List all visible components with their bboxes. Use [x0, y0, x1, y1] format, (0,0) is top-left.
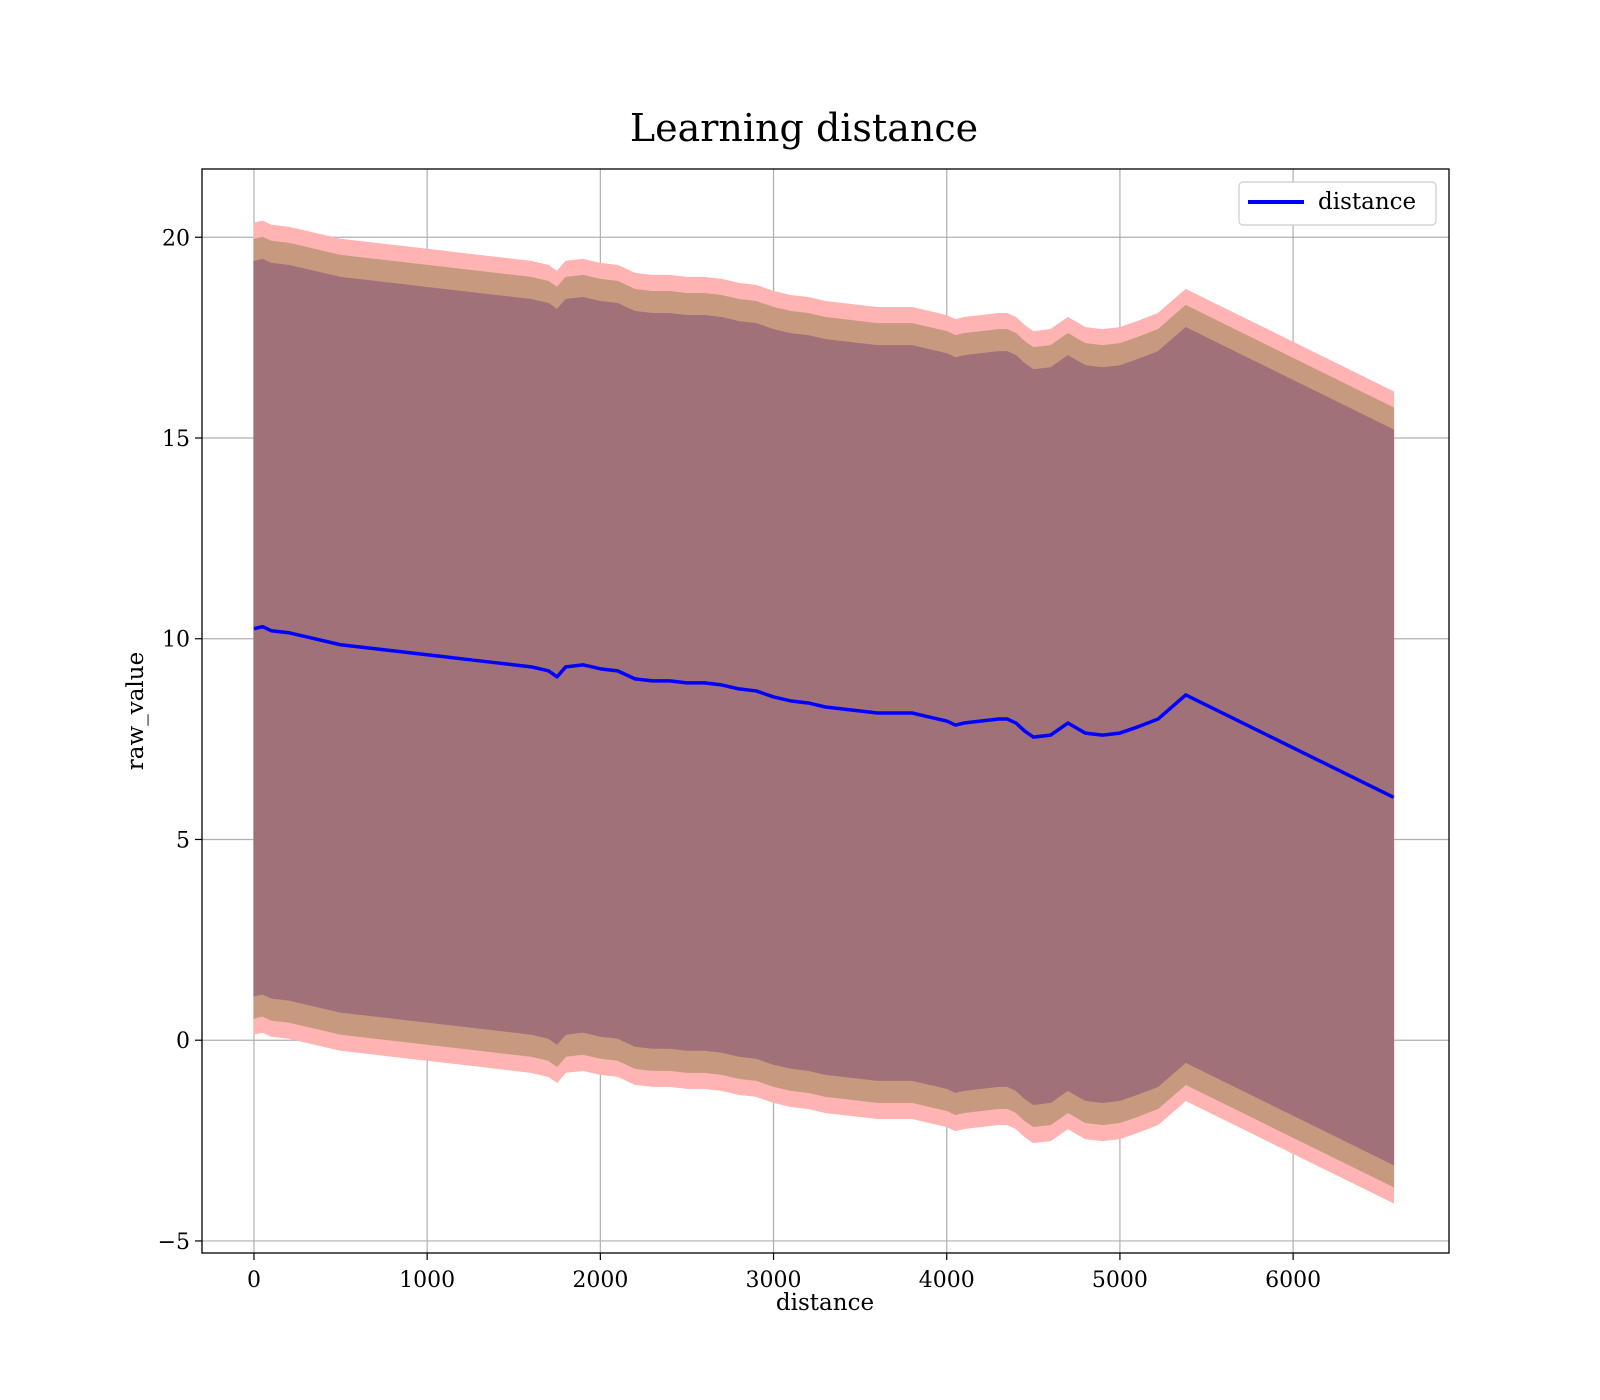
- x-axis-ticks: 0 1000 2000 3000 4000 5000 6000: [247, 1253, 1321, 1293]
- plot-area: [201, 168, 1450, 1254]
- series-line-distance: [253, 624, 1395, 799]
- legend-box: [1238, 181, 1437, 226]
- y-tick-label-3: 10: [162, 628, 190, 653]
- y-tick-label-5: 20: [162, 226, 190, 251]
- x-tick-label-2: 2000: [572, 1268, 628, 1293]
- chart-title: Learning distance: [630, 106, 978, 150]
- series-lines: [253, 624, 1395, 799]
- legend: distance: [1238, 181, 1437, 226]
- x-tick-label-3: 3000: [746, 1268, 802, 1293]
- x-tick-label-4: 4000: [919, 1268, 975, 1293]
- legend-entry-distance: distance: [1318, 189, 1416, 215]
- y-tick-label-1: 0: [176, 1029, 190, 1054]
- x-tick-label-0: 0: [247, 1268, 261, 1293]
- y-tick-label-4: 15: [162, 427, 190, 452]
- x-tick-label-5: 5000: [1092, 1268, 1148, 1293]
- band-inner: [253, 258, 1395, 1166]
- y-tick-label-0: −5: [158, 1230, 190, 1255]
- plot-frame: [201, 168, 1450, 1254]
- x-tick-label-1: 1000: [399, 1268, 455, 1293]
- confidence-bands: [253, 220, 1395, 1204]
- x-tick-label-6: 6000: [1265, 1268, 1321, 1293]
- y-axis-label: raw_value: [123, 652, 149, 770]
- y-tick-label-2: 5: [176, 828, 190, 853]
- y-axis-ticks: −5 0 5 10 15 20: [158, 226, 202, 1255]
- x-axis-label: distance: [776, 1290, 874, 1316]
